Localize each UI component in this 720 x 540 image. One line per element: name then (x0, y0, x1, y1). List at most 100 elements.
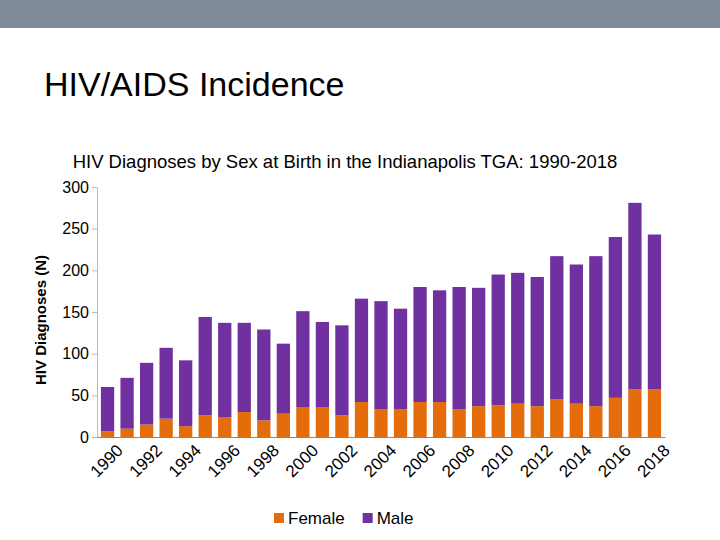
y-tick-label: 100 (62, 345, 89, 362)
x-tick-label: 2002 (321, 441, 361, 481)
bar-segment (472, 288, 485, 406)
bar-segment (277, 344, 290, 414)
bar-segment (355, 402, 368, 437)
bar-segment (609, 237, 622, 398)
bar-segment (316, 407, 329, 437)
x-tick-label: 2008 (438, 441, 478, 481)
x-tick: 2008 (438, 437, 478, 481)
x-tick-label: 2012 (516, 441, 556, 481)
legend-item: Female (274, 509, 345, 528)
legend-label: Female (288, 509, 345, 528)
x-tick: 1990 (87, 437, 127, 481)
x-tick-label: 2006 (399, 441, 439, 481)
x-tick: 1996 (204, 437, 244, 481)
x-tick: 2002 (321, 437, 361, 481)
y-tick-label: 150 (62, 304, 89, 321)
x-tick-label: 2010 (477, 441, 517, 481)
y-tick-mark (92, 312, 97, 313)
x-tick: 2016 (595, 437, 635, 481)
x-tick: 2010 (477, 437, 517, 481)
x-tick: 2014 (555, 437, 595, 481)
y-axis-line (92, 188, 98, 438)
y-tick: 50 (71, 387, 97, 404)
bar-segment (257, 420, 270, 437)
x-axis: 1990199219941996199820002002200420062008… (87, 437, 674, 481)
y-tick-label: 300 (62, 179, 89, 196)
bar-segment (433, 402, 446, 437)
legend-swatch (274, 513, 284, 523)
x-tick-label: 1994 (165, 441, 205, 481)
x-tick: 1998 (243, 437, 283, 481)
x-tick-label: 1992 (126, 441, 166, 481)
y-tick: 100 (62, 345, 97, 362)
bar-segment (394, 309, 407, 410)
bar-segment (120, 429, 133, 437)
bar-segment (179, 426, 192, 437)
chart-title: HIV Diagnoses by Sex at Birth in the Ind… (73, 151, 618, 172)
bar-segment (609, 398, 622, 437)
x-tick: 2018 (634, 437, 674, 481)
x-tick-label: 2000 (282, 441, 322, 481)
bar-segment (374, 301, 387, 409)
bar-segment (531, 406, 544, 437)
bars (101, 203, 661, 437)
bar-segment (296, 311, 309, 407)
bar-segment (394, 410, 407, 438)
y-tick-label: 50 (71, 387, 89, 404)
y-tick-mark (92, 187, 97, 188)
bar-segment (413, 287, 426, 402)
x-tick-label: 2018 (634, 441, 674, 481)
x-tick: 2000 (282, 437, 322, 481)
y-tick-mark (92, 395, 97, 396)
bar-segment (140, 363, 153, 425)
header-band (0, 0, 720, 28)
bar-segment (257, 330, 270, 421)
bar-segment (101, 387, 114, 431)
x-tick: 1992 (126, 437, 166, 481)
y-tick: 300 (62, 179, 97, 196)
legend: Female Male (274, 509, 414, 528)
bar-segment (628, 390, 641, 438)
y-tick-label: 0 (80, 429, 89, 446)
bar-segment (589, 256, 602, 406)
bar-segment (199, 415, 212, 437)
bar-segment (335, 325, 348, 415)
y-tick: 150 (62, 304, 97, 321)
x-tick: 2012 (516, 437, 556, 481)
bar-segment (648, 235, 661, 390)
x-axis-line (98, 437, 666, 438)
bar-segment (492, 405, 505, 437)
slide-title: HIV/AIDS Incidence (44, 65, 344, 103)
bar-segment (531, 277, 544, 406)
y-tick-mark (92, 354, 97, 355)
bar-segment (179, 360, 192, 426)
bar-segment (511, 404, 524, 437)
y-tick: 250 (62, 220, 97, 237)
bar-segment (589, 406, 602, 437)
legend-item: Male (363, 509, 414, 528)
slide: HIV/AIDS Incidence HIV Diagnoses by Sex a… (0, 0, 720, 540)
bar-segment (218, 417, 231, 437)
y-axis-title: HIV Diagnoses (N) (32, 255, 49, 385)
y-tick: 0 (80, 429, 97, 446)
y-tick-mark (92, 270, 97, 271)
bar-segment (160, 348, 173, 419)
x-tick-label: 2014 (555, 441, 595, 481)
bar-segment (452, 410, 465, 438)
x-tick-label: 1998 (243, 441, 283, 481)
bar-segment (570, 404, 583, 437)
bar-segment (452, 287, 465, 410)
y-tick-mark (92, 437, 97, 438)
bar-segment (160, 419, 173, 437)
x-tick: 1994 (165, 437, 205, 481)
legend-label: Male (377, 509, 414, 528)
bar-segment (472, 406, 485, 437)
y-tick-label: 200 (62, 262, 89, 279)
bar-segment (648, 390, 661, 438)
bar-segment (120, 378, 133, 429)
bar-segment (218, 323, 231, 417)
bar-segment (296, 407, 309, 437)
bar-segment (238, 323, 251, 412)
bar-segment (628, 203, 641, 390)
bar-segment (570, 265, 583, 404)
